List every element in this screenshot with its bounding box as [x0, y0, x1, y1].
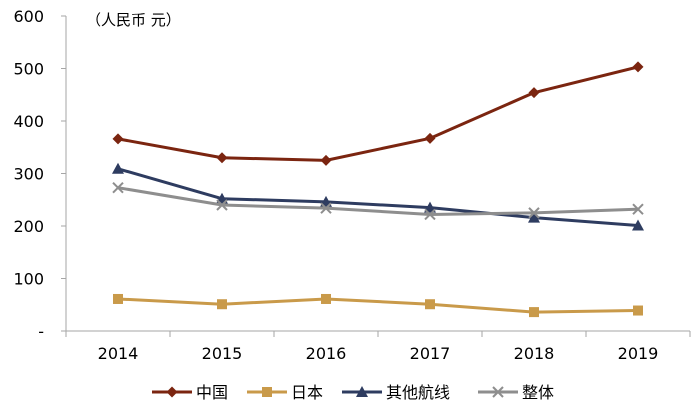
legend-label: 日本 [291, 383, 323, 402]
legend-item: 日本 [247, 383, 323, 402]
data-point [216, 152, 228, 164]
legend-marker [492, 386, 504, 398]
series-line [117, 65, 639, 162]
data-point [320, 154, 332, 166]
series-line [117, 186, 639, 216]
data-point [216, 199, 228, 211]
marker-stroke [424, 208, 436, 221]
series-2 [113, 293, 643, 318]
y-tick-label: 500 [13, 60, 44, 79]
legend: 中国 日本 其他航线 整体 [152, 383, 554, 402]
legend-label: 整体 [522, 383, 554, 402]
legend-label: 中国 [196, 383, 228, 402]
y-tick-label: - [38, 322, 44, 341]
data-point [112, 181, 124, 194]
axes: - 100 200 300 400 500 600 2014 2015 2016 2017 2018 2… [13, 7, 691, 363]
data-point [529, 307, 539, 318]
data-point [321, 293, 331, 304]
legend-item: 整体 [478, 383, 554, 402]
x-tick-label: 2014 [98, 344, 139, 363]
data-point [112, 162, 124, 174]
data-point [217, 299, 227, 310]
marker-stroke [112, 181, 124, 194]
data-point [113, 293, 123, 304]
data-point [424, 132, 436, 144]
marker-stroke [320, 202, 332, 214]
unit-label: （人民币 元） [86, 11, 181, 29]
legend-marker [262, 387, 272, 397]
data-point [528, 87, 540, 99]
data-point [632, 203, 644, 215]
data-point [425, 299, 435, 310]
data-point [424, 201, 436, 213]
series-line [117, 297, 639, 314]
data-point [633, 305, 643, 316]
data-point [424, 208, 436, 221]
series-3 [112, 162, 644, 231]
y-tick-label: 400 [13, 112, 44, 131]
data-point [112, 133, 124, 145]
legend-label: 其他航线 [386, 383, 450, 402]
x-tick-label: 2019 [618, 344, 659, 363]
x-tick-label: 2016 [306, 344, 347, 363]
data-point [632, 219, 644, 231]
legend-item: 中国 [152, 383, 228, 402]
legend-item: 其他航线 [342, 383, 450, 402]
marker-stroke [632, 203, 644, 215]
data-point [632, 61, 644, 73]
y-tick-label: 300 [13, 165, 44, 184]
series-layer [112, 61, 644, 318]
y-tick-label: 200 [13, 217, 44, 236]
marker-stroke [216, 199, 228, 211]
series-1 [112, 61, 644, 166]
y-tick-label: 100 [13, 270, 44, 289]
marker-stroke [528, 207, 540, 219]
x-tick-label: 2017 [410, 344, 451, 363]
y-tick-label: 600 [13, 7, 44, 26]
x-tick-label: 2015 [202, 344, 243, 363]
data-point [528, 211, 540, 223]
series-line [117, 167, 639, 227]
marker-stroke [492, 386, 504, 398]
data-point [528, 207, 540, 219]
legend-marker [166, 386, 178, 398]
x-tick-label: 2018 [514, 344, 555, 363]
data-point [320, 202, 332, 214]
legend-marker [356, 386, 368, 397]
series-4 [112, 181, 644, 221]
